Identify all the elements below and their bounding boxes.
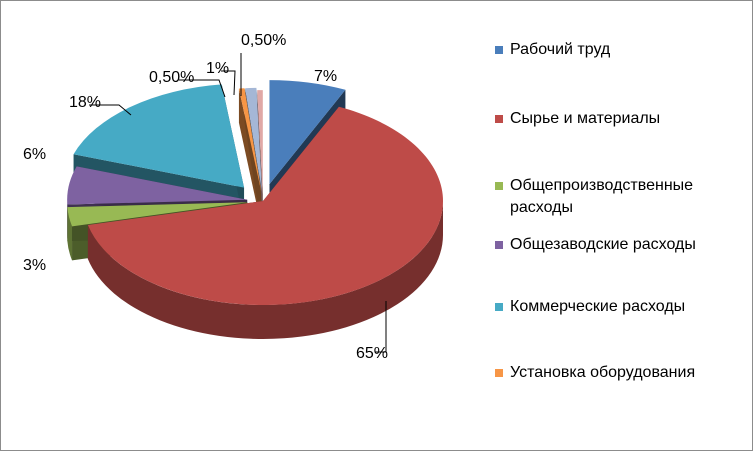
legend-label: Коммерческие расходы bbox=[510, 296, 750, 318]
legend-label: Сырье и материалы bbox=[510, 108, 750, 130]
legend-swatch bbox=[495, 115, 503, 123]
legend-swatch bbox=[495, 369, 503, 377]
legend-label: Общезаводские расходы bbox=[510, 234, 750, 256]
data-label-5: 0,50% bbox=[149, 69, 194, 86]
data-label-2: 3% bbox=[23, 257, 46, 274]
data-label-1: 65% bbox=[356, 345, 388, 362]
legend-swatch bbox=[495, 303, 503, 311]
legend-label: Рабочий труд bbox=[510, 39, 750, 61]
data-label-3: 6% bbox=[23, 146, 46, 163]
legend-swatch bbox=[495, 241, 503, 249]
data-label-0: 7% bbox=[314, 68, 337, 85]
legend-swatch bbox=[495, 46, 503, 54]
data-label-4: 18% bbox=[69, 94, 101, 111]
data-label-7: 0,50% bbox=[241, 32, 286, 49]
legend-swatch bbox=[495, 182, 503, 190]
legend-label: Общепроизводственные расходы bbox=[510, 175, 750, 219]
data-label-6: 1% bbox=[206, 60, 229, 77]
legend-label: Установка оборудования bbox=[510, 362, 750, 384]
